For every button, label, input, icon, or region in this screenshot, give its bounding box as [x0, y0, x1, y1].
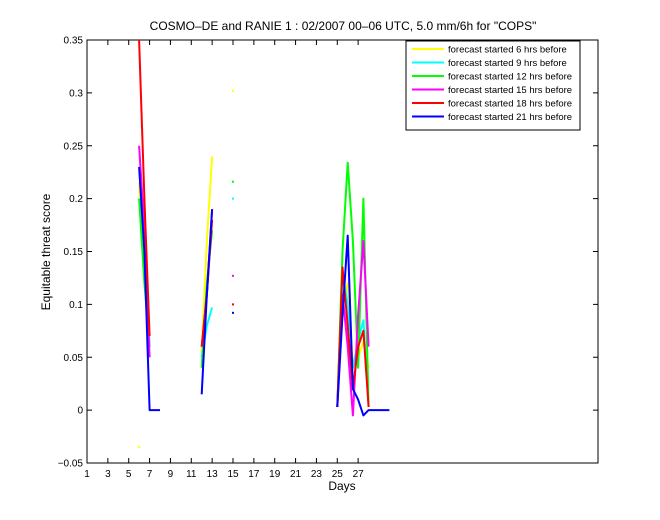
x-tick-label: 21 — [290, 469, 302, 480]
x-axis-label: Days — [328, 479, 355, 493]
y-tick-label: 0.35 — [64, 36, 84, 47]
y-axis-label: Equitable threat score — [39, 193, 53, 310]
series-line — [336, 234, 390, 417]
legend-label: forecast started 12 hrs before — [448, 72, 572, 83]
x-tick-label: 15 — [227, 469, 239, 480]
y-tick-label: −0.05 — [58, 459, 84, 470]
series-point — [232, 180, 234, 183]
y-tick-label: 0.3 — [69, 88, 83, 99]
legend-label: forecast started 9 hrs before — [448, 58, 567, 69]
series-line — [138, 166, 160, 412]
y-tick-label: 0.05 — [64, 353, 84, 364]
x-axis-ticks: 1 3 5 7 9 11 13 15 17 19 21 23 25 27 — [84, 40, 364, 480]
x-tick-label: 7 — [147, 469, 153, 480]
legend-item: forecast started 18 hrs before — [412, 99, 572, 110]
series-line — [138, 39, 151, 337]
series-6 — [138, 166, 390, 417]
y-tick-label: 0.15 — [64, 247, 84, 258]
chart-title: COSMO–DE and RANIE 1 : 02/2007 00–06 UTC… — [150, 19, 537, 33]
y-axis-ticks: −0.05 0 0.05 0.1 0.15 0.2 0.25 0.3 0.35 — [58, 36, 598, 470]
y-tick-label: 0.25 — [64, 141, 84, 152]
x-tick-label: 1 — [84, 469, 90, 480]
series-line — [200, 156, 214, 353]
x-tick-label: 19 — [269, 469, 281, 480]
series-point — [232, 89, 234, 92]
x-tick-label: 3 — [105, 469, 111, 480]
legend-label: forecast started 18 hrs before — [448, 99, 572, 110]
x-tick-label: 11 — [186, 469, 197, 480]
x-tick-label: 17 — [248, 469, 260, 480]
x-tick-label: 13 — [207, 469, 219, 480]
x-tick-label: 5 — [126, 469, 132, 480]
x-tick-label: 25 — [332, 469, 344, 480]
series-point — [232, 303, 234, 306]
series-line — [200, 209, 214, 395]
legend-item: forecast started 21 hrs before — [412, 112, 572, 123]
legend-label: forecast started 15 hrs before — [448, 85, 572, 96]
x-tick-label: 9 — [168, 469, 174, 480]
y-tick-label: 0.2 — [69, 194, 83, 205]
series-layer — [138, 39, 390, 449]
x-tick-label: 23 — [311, 469, 323, 480]
legend-item: forecast started 6 hrs before — [412, 45, 567, 56]
y-tick-label: 0 — [77, 406, 83, 417]
series-point — [138, 446, 141, 449]
series-point — [232, 311, 234, 314]
legend-item: forecast started 15 hrs before — [412, 85, 572, 96]
series-line — [336, 161, 370, 408]
series-point — [232, 197, 234, 200]
legend-label: forecast started 21 hrs before — [448, 112, 572, 123]
legend-box — [405, 40, 581, 131]
x-tick-label: 27 — [353, 469, 365, 480]
legend-item: forecast started 9 hrs before — [412, 58, 567, 69]
legend: forecast started 6 hrs before forecast st… — [405, 40, 581, 131]
y-tick-label: 0.1 — [69, 300, 83, 311]
legend-label: forecast started 6 hrs before — [448, 45, 567, 56]
series-point — [232, 274, 234, 277]
legend-item: forecast started 12 hrs before — [412, 72, 572, 83]
